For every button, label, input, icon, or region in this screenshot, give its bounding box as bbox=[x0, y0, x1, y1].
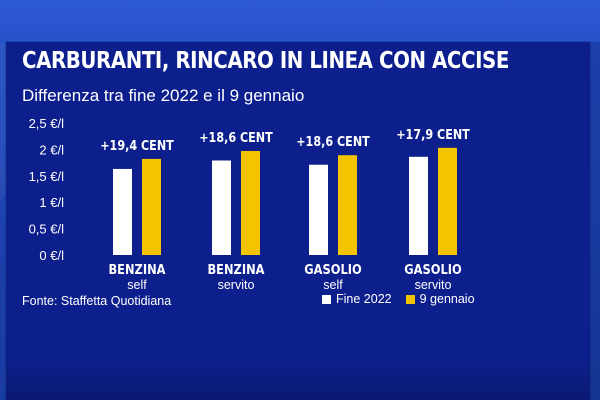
legend-swatch-fine-2022 bbox=[322, 294, 331, 304]
bar-annotation: +17,9 CENT bbox=[396, 127, 470, 142]
bar-annotation: +19,4 CENT bbox=[100, 138, 174, 153]
bar-9-gennaio bbox=[241, 150, 260, 255]
top-band bbox=[0, 0, 600, 42]
legend-item-fine-2022: Fine 2022 bbox=[322, 292, 392, 306]
legend-swatch-9-gennaio bbox=[405, 294, 415, 304]
category-sublabel: self bbox=[127, 278, 147, 292]
legend-item-9-gennaio: 9 gennaio bbox=[405, 292, 475, 306]
bar-fine-2022 bbox=[113, 168, 132, 255]
bar-annotation: +18,6 CENT bbox=[296, 134, 370, 149]
legend: Fine 2022 9 gennaio bbox=[322, 292, 475, 306]
bar-annotation: +18,6 CENT bbox=[199, 130, 273, 145]
y-tick-label: 2,5 €/l bbox=[29, 116, 65, 131]
category-label: BENZINA bbox=[207, 262, 265, 277]
category-label: GASOLIO bbox=[404, 262, 461, 277]
bar-fine-2022 bbox=[409, 156, 428, 255]
bar-9-gennaio bbox=[142, 158, 161, 255]
bar-fine-2022 bbox=[212, 160, 231, 255]
category-sublabel: self bbox=[323, 278, 343, 292]
legend-label-fine-2022: Fine 2022 bbox=[336, 292, 392, 306]
bar-9-gennaio bbox=[338, 155, 357, 255]
source-note: Fonte: Staffetta Quotidiana bbox=[22, 294, 172, 308]
legend-label-9-gennaio: 9 gennaio bbox=[419, 292, 475, 306]
chart-title: CARBURANTI, RINCARO IN LINEA CON ACCISE bbox=[22, 48, 509, 74]
y-tick-label: 2 €/l bbox=[39, 142, 64, 157]
category-sublabel: servito bbox=[218, 278, 255, 292]
chart-panel bbox=[6, 42, 590, 400]
category-label: GASOLIO bbox=[304, 262, 361, 277]
bar-fine-2022 bbox=[309, 164, 328, 255]
chart-subtitle: Differenza tra fine 2022 e il 9 gennaio bbox=[22, 86, 305, 105]
bar-9-gennaio bbox=[438, 147, 457, 255]
category-label: BENZINA bbox=[108, 262, 166, 277]
y-tick-label: 0 €/l bbox=[39, 248, 64, 263]
y-tick-label: 1 €/l bbox=[39, 195, 64, 210]
category-sublabel: servito bbox=[415, 278, 452, 292]
y-tick-label: 0,5 €/l bbox=[29, 222, 65, 237]
y-tick-label: 1,5 €/l bbox=[29, 169, 65, 184]
